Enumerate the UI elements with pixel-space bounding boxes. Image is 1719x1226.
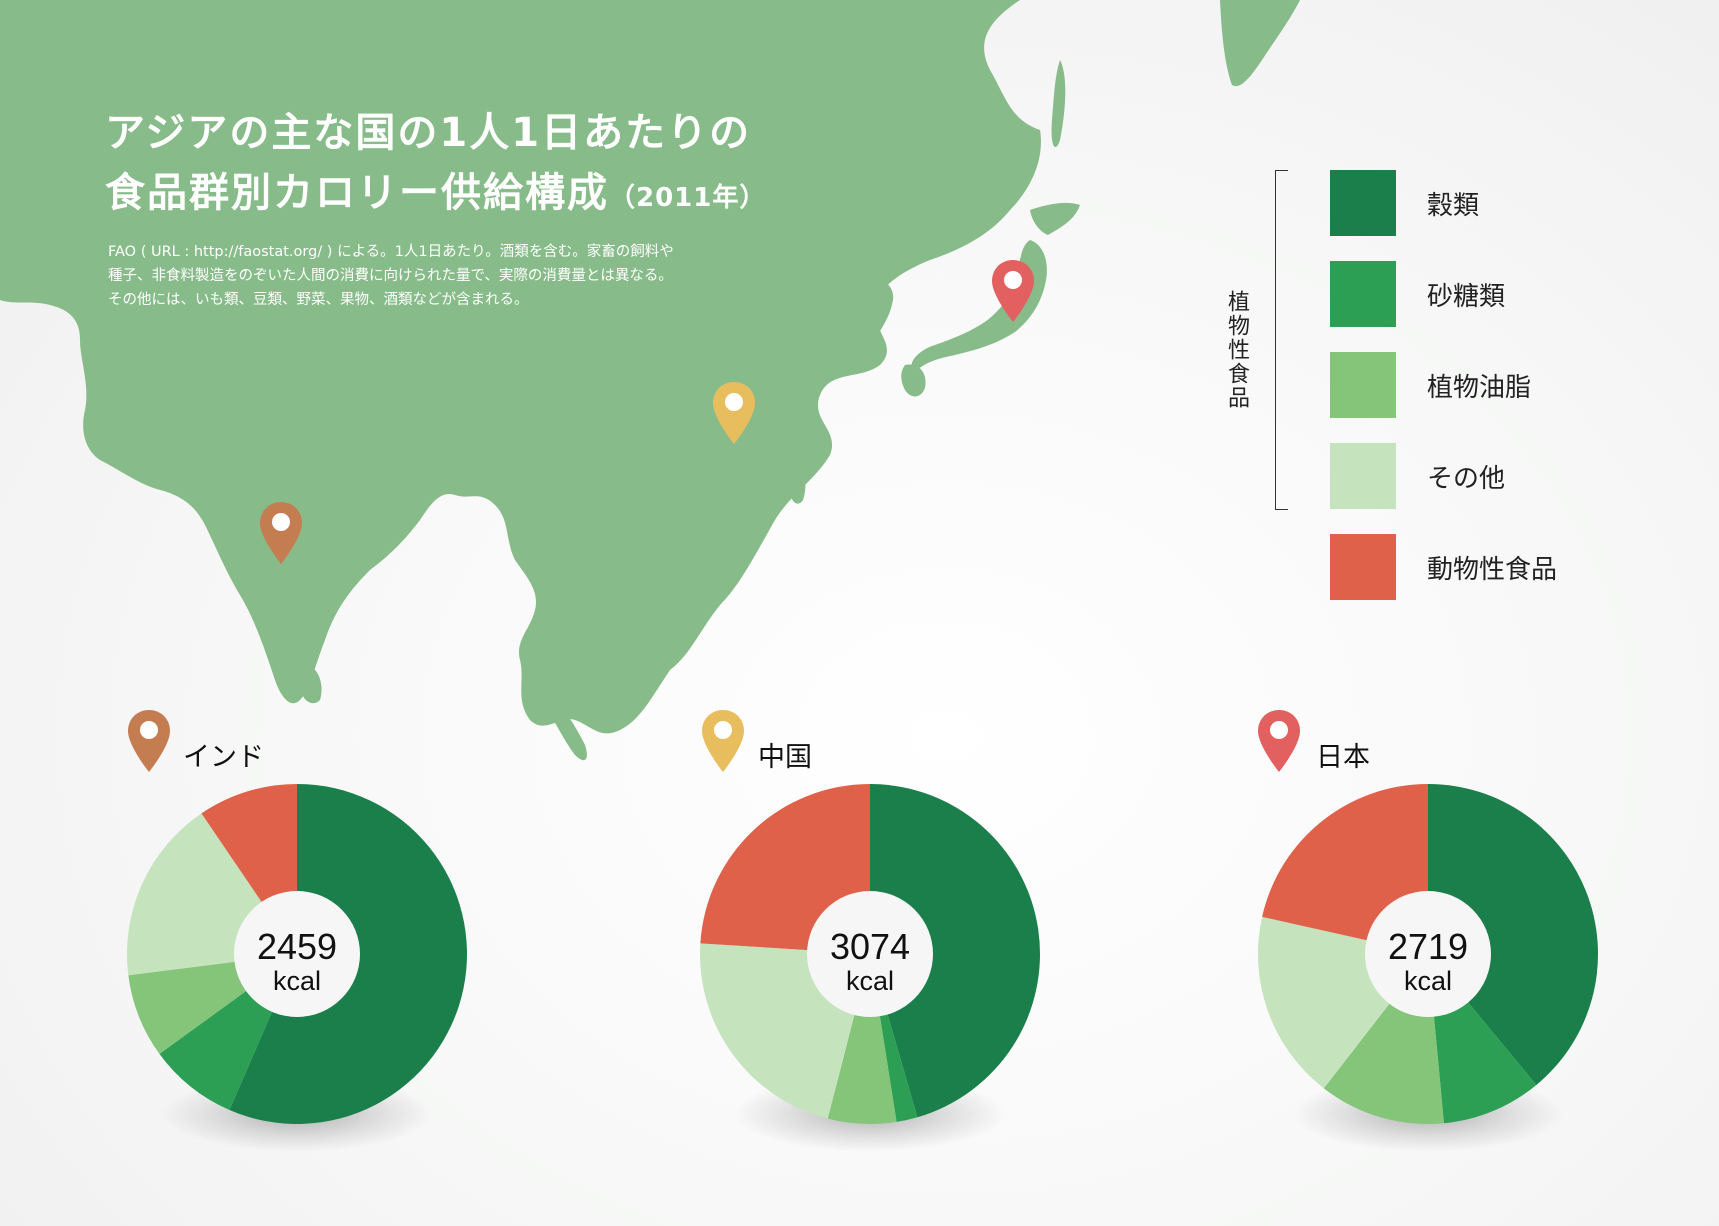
donut-chart-china: 3074 kcal bbox=[700, 784, 1060, 1174]
map-hainan bbox=[635, 589, 653, 610]
map-pin-india-icon bbox=[260, 502, 302, 564]
legend-item-animal: 動物性食品 bbox=[1330, 534, 1557, 600]
pin-shape bbox=[702, 710, 744, 772]
chart-title-line2: 食品群別カロリー供給構成（2011年） bbox=[105, 160, 766, 218]
donut-svg bbox=[700, 784, 1040, 1152]
source-note-line3: その他には、いも類、豆類、野菜、果物、酒類などが含まれる。 bbox=[108, 292, 529, 308]
donut-chart-india: 2459 kcal bbox=[127, 784, 487, 1174]
donut-svg bbox=[127, 784, 467, 1152]
pin-hole bbox=[714, 721, 732, 739]
pin-shape bbox=[713, 382, 755, 444]
country-title-china: 中国 bbox=[758, 742, 812, 773]
pin-shape bbox=[260, 502, 302, 564]
map-sri-lanka bbox=[299, 665, 322, 704]
donut-hole bbox=[807, 891, 933, 1017]
legend-label: 動物性食品 bbox=[1427, 554, 1558, 585]
chart-title-line1: アジアの主な国の1人1日あたりの bbox=[105, 110, 752, 156]
legend-group-label: 植物性食品 bbox=[1224, 290, 1249, 410]
center-total-value: 2719 bbox=[1387, 926, 1469, 967]
pin-hole bbox=[1270, 721, 1288, 739]
slice-grain bbox=[870, 784, 1040, 1118]
center-total-value: 3074 bbox=[829, 926, 911, 967]
donut-chart-japan: 2719 kcal bbox=[1258, 784, 1618, 1174]
donut-svg bbox=[1258, 784, 1598, 1152]
source-note-line1: FAO ( URL : http://faostat.org/ ) による。1人… bbox=[108, 244, 674, 260]
map-malay bbox=[540, 700, 587, 761]
legend-item-sugar: 砂糖類 bbox=[1330, 261, 1505, 327]
chart-title-main: 食品群別カロリー供給構成 bbox=[105, 170, 609, 216]
slice-grain bbox=[1428, 784, 1598, 1085]
legend-swatch bbox=[1330, 534, 1396, 600]
country-pin-japan-icon bbox=[1258, 710, 1300, 772]
map-pin-japan-icon bbox=[992, 260, 1034, 322]
legend-label: 植物油脂 bbox=[1427, 372, 1532, 403]
map-sakhalin bbox=[1051, 60, 1066, 148]
legend-item-grain: 穀類 bbox=[1330, 170, 1479, 236]
map-korea bbox=[864, 278, 894, 340]
slice-vegetable-oil bbox=[827, 954, 897, 1124]
pin-shape bbox=[992, 260, 1034, 322]
legend-swatch bbox=[1330, 170, 1396, 236]
center-unit: kcal bbox=[845, 966, 894, 996]
map-kamchatka bbox=[1220, 0, 1300, 87]
pin-hole bbox=[725, 393, 743, 411]
map-japan-kyushu bbox=[901, 364, 926, 397]
legend-label: その他 bbox=[1427, 463, 1506, 494]
chart-title-year: （2011年） bbox=[609, 183, 767, 213]
country-title-japan: 日本 bbox=[1316, 742, 1370, 773]
source-note-line2: 種子、非食料製造をのぞいた人間の消費に向けられた量で、実際の消費量とは異なる。 bbox=[108, 268, 673, 284]
country-pin-china-icon bbox=[702, 710, 744, 772]
legend-item-other: その他 bbox=[1330, 443, 1505, 509]
map-taiwan bbox=[790, 469, 806, 504]
legend-label: 砂糖類 bbox=[1427, 281, 1506, 312]
map-pin-china-icon bbox=[713, 382, 755, 444]
donut-hole bbox=[234, 891, 360, 1017]
legend-swatch bbox=[1330, 352, 1396, 418]
center-total-value: 2459 bbox=[256, 926, 338, 967]
center-unit: kcal bbox=[1403, 966, 1452, 996]
pin-shape bbox=[1258, 710, 1300, 772]
legend-bracket bbox=[1275, 170, 1288, 510]
country-pin-india-icon bbox=[128, 710, 170, 772]
donut-hole bbox=[1365, 891, 1491, 1017]
map-japan-hokkaido bbox=[1030, 202, 1080, 235]
pin-hole bbox=[140, 721, 158, 739]
legend-swatch bbox=[1330, 443, 1396, 509]
legend: 植物性食品 穀類 砂糖類 植物油脂 その他 動物性食品 bbox=[1224, 165, 1650, 615]
pin-hole bbox=[1004, 271, 1022, 289]
pin-hole bbox=[272, 513, 290, 531]
legend-swatch bbox=[1330, 261, 1396, 327]
country-title-india: インド bbox=[183, 742, 264, 773]
pin-shape bbox=[128, 710, 170, 772]
legend-item-vegetable-oil: 植物油脂 bbox=[1330, 352, 1531, 418]
map-mainland bbox=[0, 0, 1041, 734]
legend-label: 穀類 bbox=[1427, 190, 1480, 221]
center-unit: kcal bbox=[272, 966, 321, 996]
